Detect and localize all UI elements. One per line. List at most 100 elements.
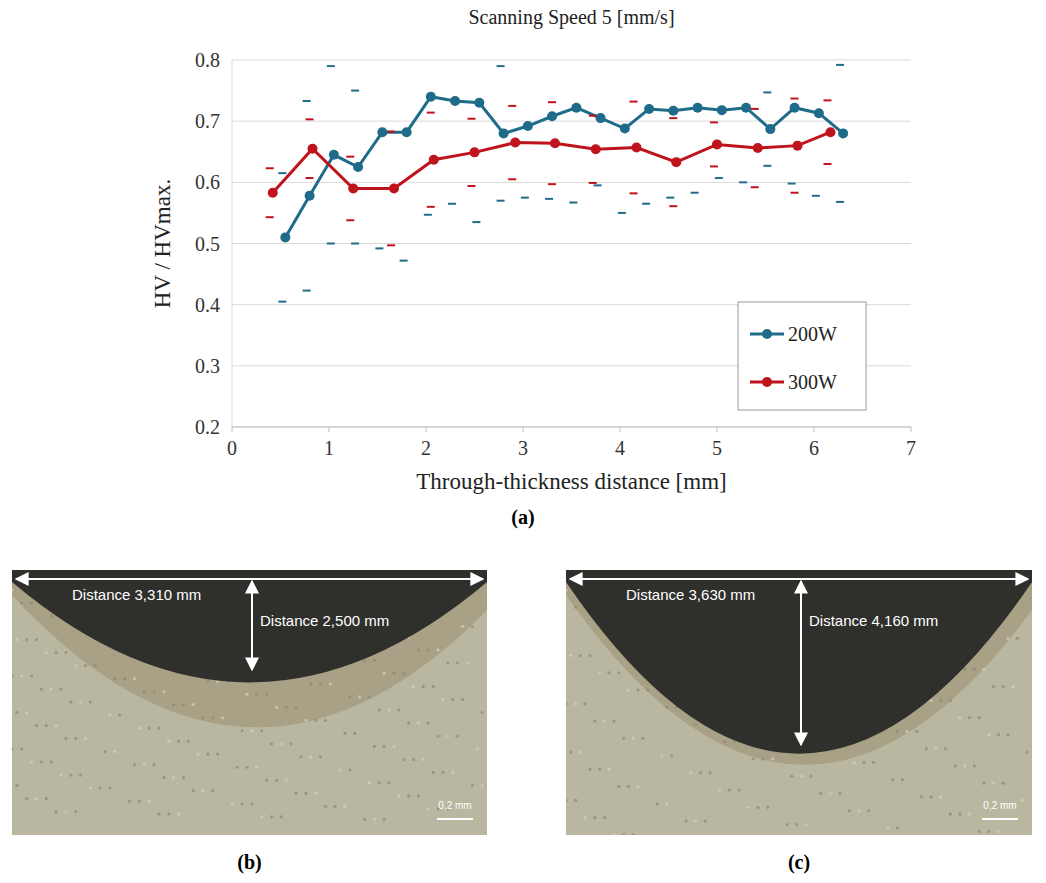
texture — [275, 706, 278, 709]
texture — [646, 688, 649, 691]
texture — [30, 760, 33, 763]
texture — [108, 714, 111, 717]
data-point — [793, 141, 803, 151]
texture — [348, 695, 351, 698]
texture — [402, 758, 405, 761]
texture — [304, 792, 307, 795]
x-tick-label: 2 — [421, 437, 431, 459]
texture — [152, 690, 155, 693]
x-tick — [329, 427, 330, 432]
error-bar — [472, 59, 480, 222]
texture — [348, 768, 351, 771]
texture — [417, 794, 420, 797]
texture — [441, 771, 444, 774]
error-bar — [739, 59, 747, 182]
data-point — [596, 113, 606, 123]
error-cap — [468, 118, 476, 120]
error-cap — [548, 183, 556, 185]
panel-label: (a) — [511, 506, 534, 529]
texture — [417, 648, 420, 651]
texture — [636, 785, 639, 788]
error-cap — [715, 177, 723, 179]
texture — [584, 816, 587, 819]
error-cap — [327, 243, 335, 245]
texture — [245, 766, 248, 769]
texture — [358, 695, 361, 698]
texture — [402, 672, 405, 675]
texture — [694, 723, 697, 726]
panel-label: (b) — [237, 851, 261, 874]
texture — [270, 742, 273, 745]
texture — [241, 729, 244, 732]
texture — [939, 795, 942, 798]
y-tick-label: 0.4 — [195, 294, 220, 316]
error-cap — [629, 101, 637, 103]
texture — [461, 625, 464, 628]
texture — [59, 687, 62, 690]
data-point — [825, 127, 835, 137]
texture — [920, 795, 923, 798]
plot-area — [266, 59, 848, 302]
data-point — [499, 128, 509, 138]
texture — [461, 698, 464, 701]
texture — [422, 685, 425, 688]
y-tick-label: 0.6 — [195, 171, 220, 193]
texture — [612, 833, 615, 835]
image-ground — [12, 570, 487, 835]
texture — [617, 671, 620, 674]
texture — [373, 818, 376, 821]
texture — [930, 795, 933, 798]
error-cap — [569, 202, 577, 204]
texture — [94, 664, 97, 667]
texture — [441, 698, 444, 701]
x-tick-label: 7 — [906, 437, 916, 459]
texture — [584, 702, 587, 705]
error-cap — [791, 192, 799, 194]
texture — [471, 625, 474, 628]
data-point — [693, 103, 703, 113]
texture — [848, 809, 851, 812]
texture — [324, 805, 327, 808]
texture — [74, 810, 77, 813]
texture — [1011, 685, 1014, 688]
texture — [50, 614, 53, 617]
data-point — [591, 144, 601, 154]
x-tick — [426, 427, 427, 432]
texture — [290, 742, 293, 745]
texture — [838, 792, 841, 795]
error-bar — [375, 59, 383, 248]
texture — [593, 719, 596, 722]
texture — [162, 776, 165, 779]
data-point — [644, 104, 654, 114]
texture — [685, 820, 688, 823]
texture — [915, 730, 918, 733]
texture — [829, 792, 832, 795]
texture — [412, 685, 415, 688]
texture — [123, 677, 126, 680]
error-cap — [589, 182, 597, 184]
texture — [718, 788, 721, 791]
micrograph: Distance 3,310 mmDistance 2,500 mm0,2 mm — [10, 570, 487, 835]
texture — [992, 782, 995, 785]
texture — [456, 661, 459, 664]
data-point — [712, 139, 722, 149]
data-point — [510, 138, 520, 148]
texture — [69, 773, 72, 776]
error-cap — [710, 121, 718, 123]
texture — [89, 700, 92, 703]
texture — [373, 659, 376, 662]
texture — [211, 789, 214, 792]
depth-arrow — [800, 581, 802, 745]
texture — [968, 813, 971, 816]
error-cap — [468, 185, 476, 187]
texture — [670, 754, 673, 757]
texture — [574, 606, 577, 609]
error-cap — [669, 205, 677, 207]
texture — [74, 664, 77, 667]
texture — [50, 760, 53, 763]
texture — [973, 668, 976, 671]
texture — [12, 588, 14, 591]
error-bar — [788, 59, 796, 184]
texture — [79, 700, 82, 703]
texture — [997, 830, 1000, 833]
